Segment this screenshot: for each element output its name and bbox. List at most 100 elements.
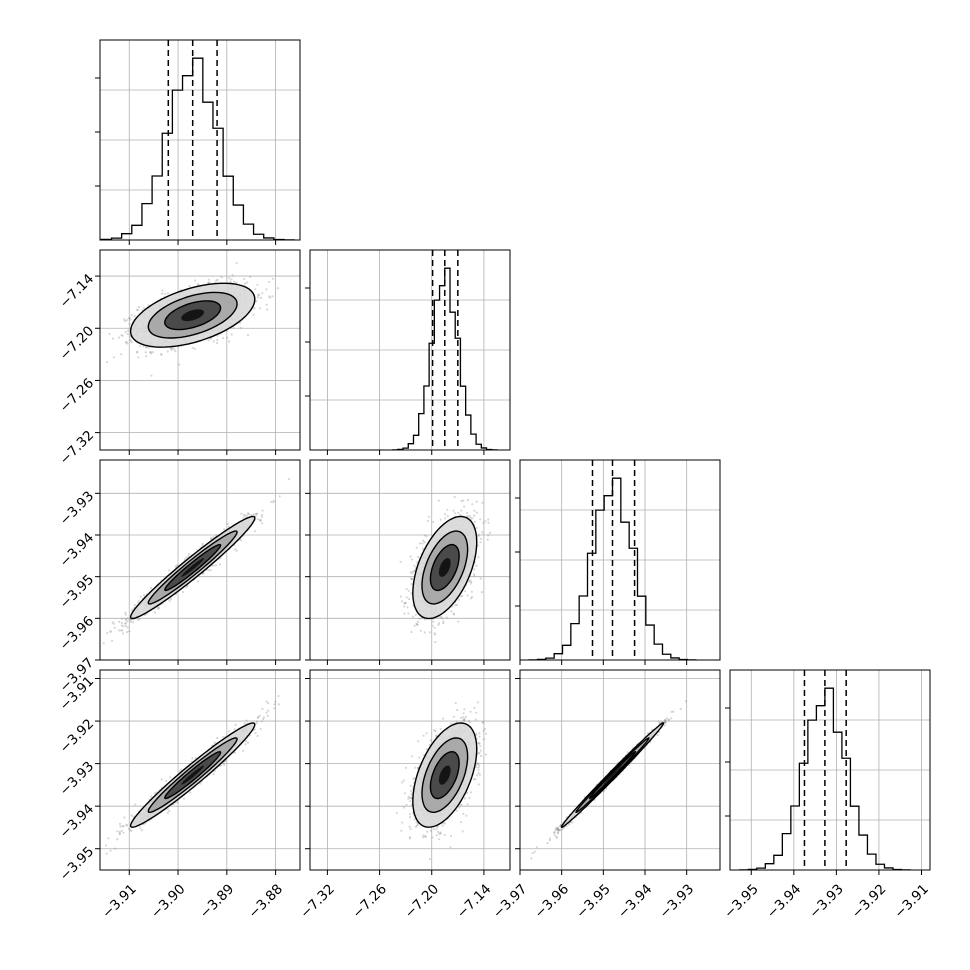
scatter-point bbox=[409, 555, 412, 558]
scatter-point bbox=[109, 630, 112, 633]
scatter-point bbox=[124, 341, 127, 344]
scatter-point bbox=[171, 346, 174, 349]
scatter-point bbox=[259, 307, 262, 310]
scatter-point bbox=[216, 341, 219, 345]
scatter-point bbox=[288, 478, 291, 481]
scatter-point bbox=[235, 262, 238, 265]
scatter-point bbox=[239, 539, 242, 542]
scatter-point bbox=[421, 547, 425, 551]
panel-frame bbox=[99, 39, 301, 241]
scatter-point bbox=[124, 622, 127, 625]
scatter-point bbox=[149, 351, 152, 354]
scatter-point bbox=[253, 530, 256, 533]
scatter-point bbox=[201, 542, 204, 545]
scatter-point bbox=[240, 512, 243, 515]
scatter-point bbox=[173, 348, 176, 351]
y-tick-label: −3.95 bbox=[57, 572, 98, 613]
scatter-point bbox=[142, 345, 145, 348]
scatter-point bbox=[166, 292, 170, 295]
scatter-point bbox=[246, 512, 250, 515]
grid bbox=[100, 40, 300, 240]
scatter-point bbox=[137, 309, 140, 312]
scatter-point bbox=[95, 651, 97, 653]
scatter-point bbox=[120, 334, 123, 337]
scatter-point bbox=[258, 293, 261, 296]
scatter-point bbox=[123, 318, 126, 321]
scatter-point bbox=[269, 296, 272, 299]
scatter-point bbox=[120, 624, 123, 627]
scatter-point bbox=[136, 351, 139, 354]
scatter-point bbox=[255, 300, 258, 303]
scatter-point bbox=[123, 319, 126, 323]
scatter-point bbox=[259, 518, 262, 521]
scatter-point bbox=[168, 599, 171, 602]
scatter-point bbox=[118, 620, 121, 623]
scatter-point bbox=[231, 274, 234, 277]
scatter-point bbox=[149, 352, 153, 355]
scatter-point bbox=[135, 308, 138, 312]
panel-1-0: −7.32−7.26−7.20−7.14 bbox=[57, 249, 301, 468]
scatter-point bbox=[223, 528, 226, 531]
scatter-point bbox=[137, 356, 140, 359]
scatter-point bbox=[201, 544, 204, 547]
scatter-point bbox=[126, 631, 129, 634]
scatter-point bbox=[432, 620, 435, 623]
y-tick-label: −7.14 bbox=[57, 271, 98, 312]
scatter-point bbox=[407, 589, 410, 592]
scatter-point bbox=[227, 340, 231, 343]
scatter-point bbox=[403, 612, 406, 615]
scatter-point bbox=[120, 629, 123, 632]
scatter-point bbox=[256, 283, 259, 286]
scatter-point bbox=[234, 548, 237, 551]
scatter-point bbox=[167, 569, 171, 572]
scatter-point bbox=[249, 275, 252, 278]
scatter-point bbox=[208, 281, 211, 284]
scatter-point bbox=[126, 620, 129, 623]
scatter-point bbox=[169, 597, 172, 601]
scatter-point bbox=[250, 514, 253, 517]
scatter-point bbox=[216, 278, 219, 281]
scatter-point bbox=[137, 306, 141, 309]
histogram-1 bbox=[391, 267, 498, 450]
scatter-point bbox=[149, 586, 153, 590]
scatter-point bbox=[471, 596, 474, 599]
panel-frame bbox=[309, 249, 511, 451]
scatter-point bbox=[209, 337, 213, 340]
scatter-point bbox=[442, 620, 445, 623]
contour-level-4 bbox=[181, 558, 205, 577]
scatter-point bbox=[133, 314, 136, 318]
scatter-point bbox=[157, 607, 160, 611]
scatter-point bbox=[215, 534, 218, 537]
scatter-point bbox=[112, 356, 115, 359]
scatter-point bbox=[399, 595, 403, 598]
scatter-point bbox=[122, 625, 125, 628]
scatter-point bbox=[410, 630, 413, 634]
scatter-point bbox=[254, 515, 257, 518]
scatter-point bbox=[170, 347, 173, 350]
scatter-point bbox=[235, 549, 238, 552]
scatter-point bbox=[400, 600, 404, 603]
scatter-point bbox=[125, 319, 129, 322]
scatter-point bbox=[144, 346, 148, 349]
scatter-point bbox=[126, 342, 129, 345]
scatter-point bbox=[462, 499, 465, 502]
scatter-point bbox=[108, 332, 111, 335]
scatter-point bbox=[469, 579, 472, 582]
scatter-point bbox=[212, 536, 215, 539]
scatter-point bbox=[124, 330, 127, 334]
scatter-point bbox=[214, 564, 218, 567]
scatter-point bbox=[124, 611, 127, 614]
scatter-point bbox=[230, 278, 233, 281]
scatter-point bbox=[477, 534, 480, 538]
scatter-point bbox=[120, 617, 124, 620]
scatter-point bbox=[193, 347, 197, 351]
scatter-point bbox=[243, 277, 246, 280]
scatter-point bbox=[126, 616, 129, 620]
scatter-point bbox=[252, 513, 255, 516]
panel-frame bbox=[99, 249, 301, 451]
scatter-point bbox=[276, 287, 280, 290]
scatter-point bbox=[129, 338, 132, 341]
scatter-point bbox=[106, 361, 109, 364]
scatter-point bbox=[125, 340, 128, 344]
panel-2-0: −3.97−3.96−3.95−3.94−3.93 bbox=[57, 459, 301, 695]
